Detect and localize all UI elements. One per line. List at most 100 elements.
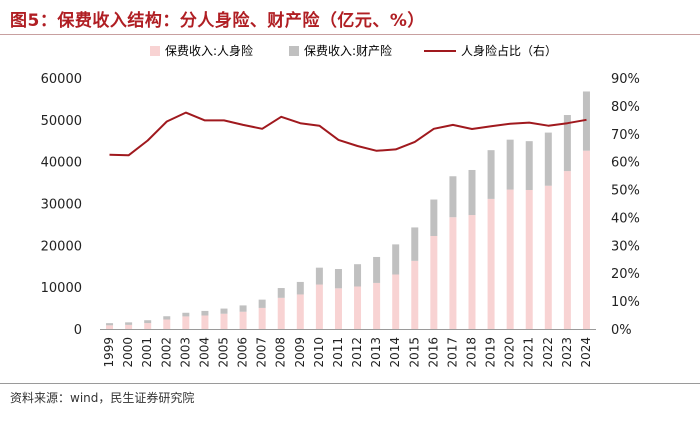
x-tick-label: 2024 xyxy=(579,337,593,368)
y-right-tick-label: 70% xyxy=(611,128,640,143)
bar-life xyxy=(258,307,266,329)
bar-property xyxy=(411,227,419,261)
legend-ratio-label: 人身险占比（右） xyxy=(461,43,557,58)
ratio-line xyxy=(109,111,587,157)
bar-property xyxy=(449,176,457,218)
bar-property xyxy=(487,150,495,199)
legend-property-swatch xyxy=(289,46,299,56)
x-tick-label: 2011 xyxy=(331,337,345,368)
x-tick-label: 2012 xyxy=(350,337,364,368)
bar-life xyxy=(296,294,304,329)
y-left-tick-label: 50000 xyxy=(41,114,82,129)
bar-life xyxy=(106,325,114,329)
bar-property xyxy=(201,310,209,316)
x-tick-label: 2019 xyxy=(484,337,498,368)
title-divider xyxy=(0,34,700,35)
bar-property xyxy=(468,169,476,216)
bar-life xyxy=(411,260,419,329)
bar-life xyxy=(392,274,400,329)
source-divider xyxy=(0,383,700,384)
bar-property xyxy=(430,199,438,237)
bar-life xyxy=(201,315,209,329)
bar-life xyxy=(182,316,190,329)
bar-property xyxy=(106,323,114,326)
legend-life-label: 保费收入:人身险 xyxy=(165,43,253,58)
bar-life xyxy=(373,282,381,329)
y-right-tick-label: 20% xyxy=(611,267,640,282)
x-tick-label: 2010 xyxy=(312,337,326,368)
x-tick-label: 2022 xyxy=(541,337,555,368)
source-note: 资料来源：wind，民生证券研究院 xyxy=(10,391,195,405)
legend-life-swatch xyxy=(150,46,160,56)
x-tick-label: 2016 xyxy=(426,337,440,368)
bar-life xyxy=(144,323,152,329)
bar-life xyxy=(449,217,457,329)
y-right-tick-label: 0% xyxy=(611,323,632,338)
x-tick-label: 2014 xyxy=(388,337,402,368)
bar-property xyxy=(525,141,533,190)
y-left-tick-label: 0 xyxy=(74,323,82,338)
bar-life xyxy=(334,288,342,329)
y-right-tick-label: 50% xyxy=(611,184,640,199)
bar-life xyxy=(239,311,247,329)
x-tick-label: 2005 xyxy=(217,337,231,368)
y-right-tick-label: 30% xyxy=(611,239,640,254)
bar-property xyxy=(354,264,362,287)
y-left-tick-label: 60000 xyxy=(41,72,82,87)
y-right-tick-label: 80% xyxy=(611,100,640,115)
x-tick-label: 2017 xyxy=(445,337,459,368)
bar-life xyxy=(468,215,476,329)
legend: 保费收入:人身险 保费收入:财产险 人身险占比（右） xyxy=(150,43,557,58)
bar-property xyxy=(239,305,247,312)
bar-life xyxy=(544,185,552,329)
y-right-tick-label: 60% xyxy=(611,156,640,171)
bar-property xyxy=(373,256,381,283)
bar-property xyxy=(544,132,552,186)
bar-life xyxy=(525,189,533,329)
x-tick-label: 2002 xyxy=(159,337,173,368)
bar-property xyxy=(315,267,323,285)
x-tick-label: 2009 xyxy=(293,337,307,368)
x-tick-label: 1999 xyxy=(102,337,116,368)
bar-life xyxy=(277,297,285,329)
bar-property xyxy=(144,320,152,324)
bar-life xyxy=(315,284,323,329)
bar-life xyxy=(430,236,438,329)
x-tick-label: 2021 xyxy=(522,337,536,368)
x-tick-label: 2008 xyxy=(274,337,288,368)
bar-property xyxy=(277,288,285,298)
bar-property xyxy=(220,308,228,314)
x-tick-label: 2023 xyxy=(560,337,574,368)
y-left-tick-label: 30000 xyxy=(41,198,82,213)
y-right-tick-label: 40% xyxy=(611,211,640,226)
x-tick-label: 2020 xyxy=(503,337,517,368)
bar-property xyxy=(334,269,342,289)
stacked-bar-line-chart: 保费收入:人身险 保费收入:财产险 人身险占比（右） 0 10000 20000 30… xyxy=(41,43,640,368)
bar-life xyxy=(125,324,133,329)
bar-property xyxy=(182,312,190,317)
bar-life xyxy=(163,319,171,329)
bar-property xyxy=(258,299,266,308)
x-tick-label: 2001 xyxy=(140,337,154,368)
x-tick-label: 2003 xyxy=(178,337,192,368)
x-tick-label: 2004 xyxy=(197,337,211,368)
bar-life xyxy=(582,150,590,329)
y-left-tick-label: 40000 xyxy=(41,156,82,171)
x-tick-label: 2007 xyxy=(255,337,269,368)
y-right-tick-label: 10% xyxy=(611,295,640,310)
bar-property xyxy=(296,281,304,295)
legend-property-label: 保费收入:财产险 xyxy=(304,43,392,58)
x-tick-label: 2000 xyxy=(121,337,135,368)
bar-life xyxy=(506,189,514,329)
x-tick-label: 2015 xyxy=(407,337,421,368)
bar-life xyxy=(487,198,495,329)
bar-life xyxy=(354,286,362,329)
bar-property xyxy=(392,244,400,275)
y-left-tick-label: 20000 xyxy=(41,239,82,254)
y-left-tick-label: 10000 xyxy=(41,281,82,296)
plot-area: 0 10000 20000 30000 40000 50000 60000 0% 10% 20% 3… xyxy=(41,72,640,368)
bar-life xyxy=(563,171,571,329)
bar-life xyxy=(220,313,228,329)
bar-property xyxy=(563,115,571,172)
chart-title: 图5：保费收入结构：分人身险、财产险（亿元、%） xyxy=(10,11,425,31)
